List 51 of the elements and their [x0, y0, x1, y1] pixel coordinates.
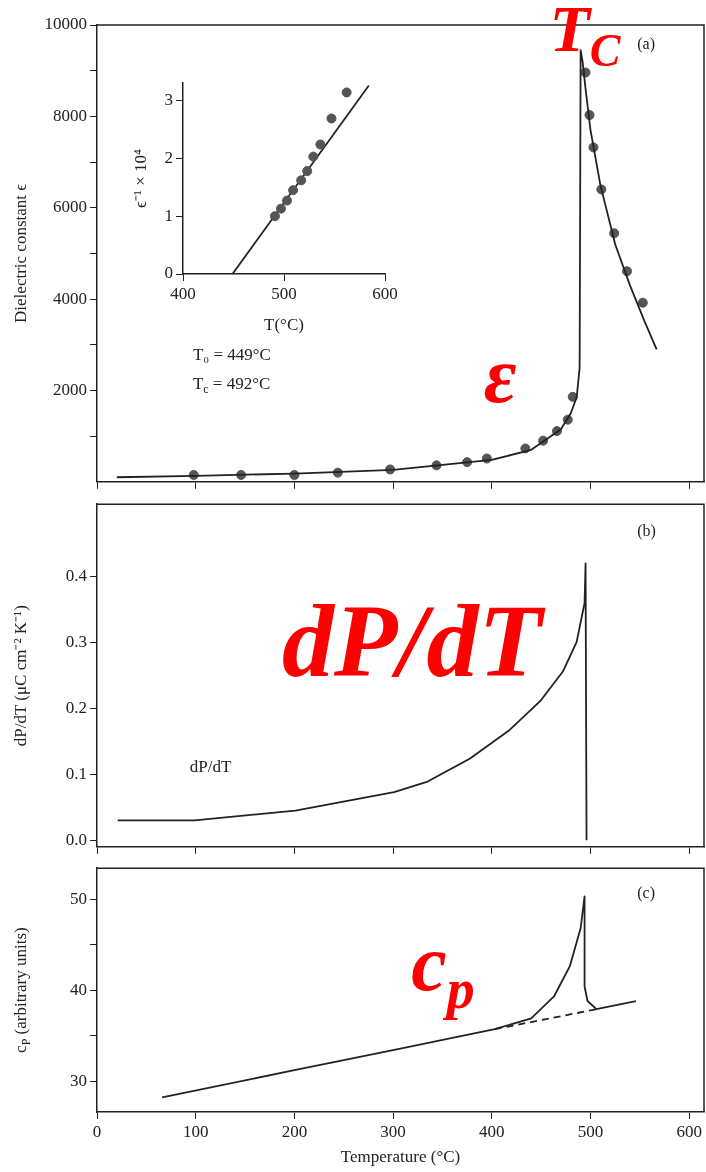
x-tick-label: 600: [372, 283, 398, 303]
annotation: (a): [637, 34, 655, 53]
x-axis-title: T(°C): [264, 315, 304, 335]
y-axis-title: dP/dT (μC cm⁻² K⁻¹): [11, 605, 31, 747]
y-tick-label: 0.1: [65, 763, 87, 783]
x-tick-label: 0: [92, 1121, 102, 1141]
y-tick-label: 3: [164, 90, 173, 110]
point: [341, 87, 352, 98]
point: [282, 195, 293, 206]
y-tick-label: 0.0: [65, 829, 87, 849]
y-tick-label: 0.2: [65, 697, 87, 717]
y-tick-label: 2: [164, 147, 173, 167]
x-tick-label: 100: [182, 1121, 209, 1141]
x-axis-title: Temperature (°C): [340, 1147, 461, 1167]
y-axis-title: Dielectric constant ϵ: [11, 183, 31, 323]
x-tick-label: 300: [380, 1121, 406, 1141]
y-tick-label: 0: [164, 263, 173, 283]
y-tick-label: 4000: [53, 288, 87, 308]
y-tick-label: 40: [70, 979, 87, 999]
y-tick-label: 0.4: [65, 566, 88, 586]
y-axis-title: ϵ⁻¹ × 10⁴: [131, 149, 151, 209]
y-tick-label: 30: [70, 1070, 87, 1090]
point: [302, 166, 313, 177]
point: [637, 297, 648, 308]
x-tick-label: 400: [170, 283, 196, 303]
x-tick-label: 600: [676, 1121, 702, 1141]
y-axis-title: cP (arbitrary units): [11, 927, 34, 1053]
point: [269, 211, 280, 222]
y-tick-label: 0.3: [65, 632, 87, 652]
point: [315, 139, 326, 150]
annotation: dP/dT: [282, 582, 546, 698]
annotation: ε: [483, 330, 517, 419]
x-tick-label: 400: [479, 1121, 505, 1141]
x-tick-label: 500: [271, 283, 297, 303]
point: [275, 203, 286, 214]
point: [288, 185, 299, 196]
y-tick-label: 1: [164, 205, 173, 225]
x-tick-label: 500: [577, 1121, 604, 1141]
annotation: T₀ = 449°C: [192, 344, 271, 364]
annotation: dP/dT: [189, 757, 233, 777]
y-tick-label: 6000: [53, 197, 87, 217]
point: [296, 175, 307, 186]
annotation: (c): [637, 884, 655, 902]
y-tick-label: 2000: [53, 379, 87, 399]
x-tick-label: 200: [281, 1121, 308, 1141]
y-tick-label: 10000: [44, 14, 87, 34]
y-tick-label: 50: [70, 888, 87, 908]
point: [326, 113, 337, 124]
y-tick-label: 8000: [53, 105, 87, 125]
point: [308, 151, 319, 162]
annotation: (b): [637, 521, 656, 540]
